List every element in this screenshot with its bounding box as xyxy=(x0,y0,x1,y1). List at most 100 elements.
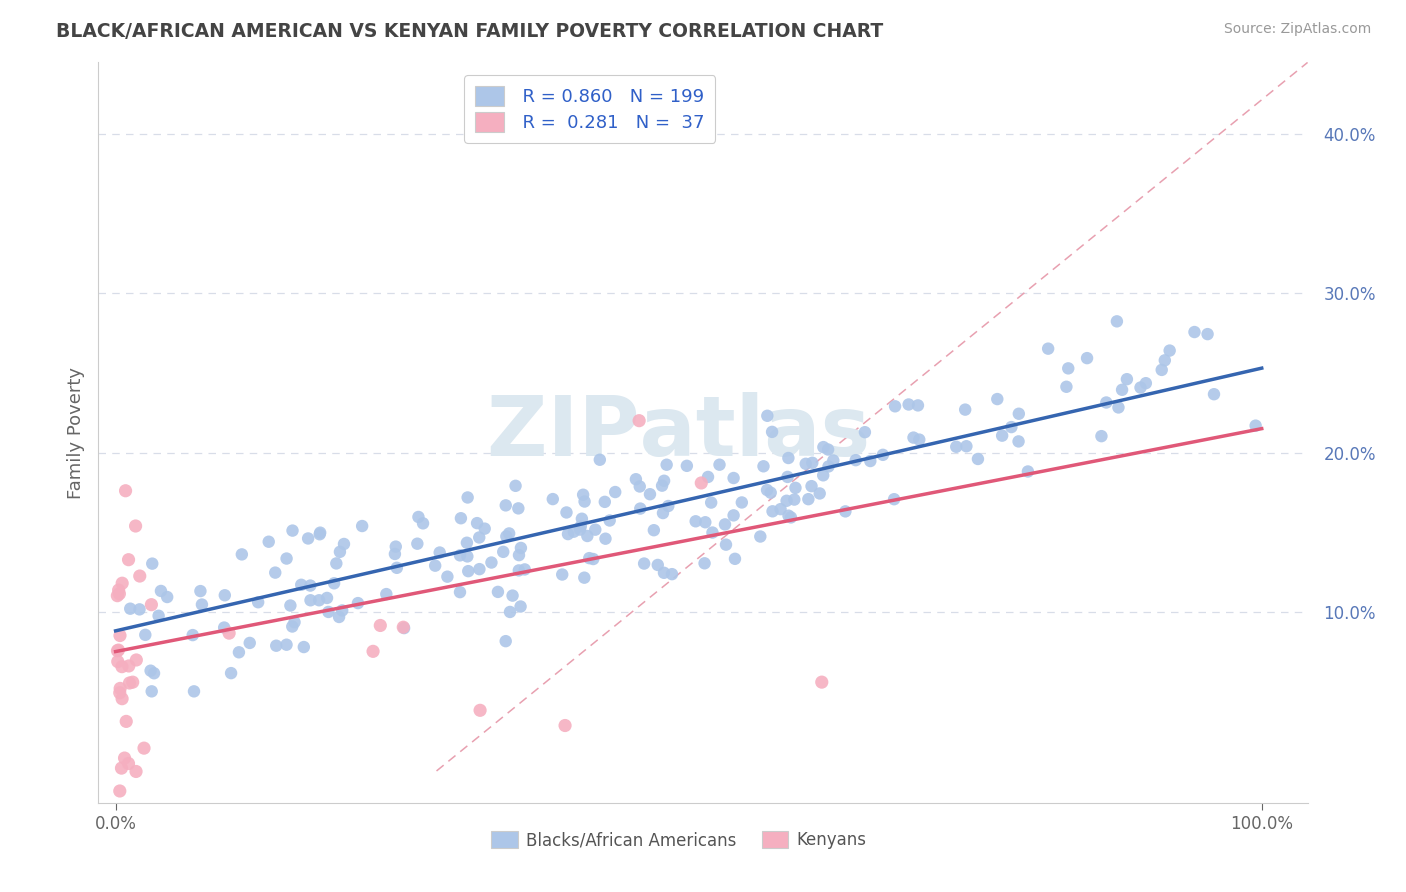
Point xyxy=(808,486,831,500)
Point xyxy=(775,493,797,508)
Point xyxy=(392,620,415,634)
Point xyxy=(884,399,907,413)
Point xyxy=(468,531,491,545)
Point xyxy=(794,457,817,471)
Point xyxy=(811,468,834,483)
Point xyxy=(695,515,717,529)
Point xyxy=(264,639,287,653)
Point xyxy=(495,529,517,543)
Point xyxy=(731,495,754,509)
Point xyxy=(785,481,807,495)
Point xyxy=(752,459,775,474)
Point xyxy=(141,557,163,571)
Point xyxy=(450,511,472,525)
Point xyxy=(148,608,170,623)
Point xyxy=(290,578,312,592)
Point xyxy=(228,645,250,659)
Point xyxy=(117,756,139,771)
Point xyxy=(1107,401,1129,415)
Point xyxy=(576,529,599,543)
Point xyxy=(557,527,579,541)
Point xyxy=(231,548,253,562)
Point xyxy=(780,510,803,524)
Point xyxy=(114,751,136,765)
Point xyxy=(652,566,675,580)
Point xyxy=(141,598,163,612)
Point xyxy=(690,475,713,490)
Point xyxy=(406,537,429,551)
Point xyxy=(749,529,772,543)
Point xyxy=(456,535,478,549)
Point xyxy=(107,644,129,658)
Point xyxy=(132,741,155,756)
Point xyxy=(124,519,146,533)
Point xyxy=(191,598,214,612)
Point xyxy=(384,540,406,554)
Point xyxy=(702,525,724,540)
Point xyxy=(149,584,172,599)
Point xyxy=(652,474,675,488)
Point xyxy=(756,409,779,423)
Text: ZIP​atlas: ZIP​atlas xyxy=(488,392,870,473)
Point xyxy=(541,492,564,507)
Point xyxy=(907,398,929,412)
Point xyxy=(589,452,612,467)
Point xyxy=(776,470,799,484)
Point xyxy=(468,703,491,717)
Point xyxy=(593,495,616,509)
Point xyxy=(143,666,166,681)
Point xyxy=(551,567,574,582)
Point xyxy=(652,506,675,520)
Point xyxy=(817,459,839,474)
Point xyxy=(499,605,522,619)
Point xyxy=(583,523,606,537)
Point xyxy=(797,492,820,507)
Point xyxy=(813,440,835,454)
Point xyxy=(1057,361,1080,376)
Point xyxy=(1159,343,1181,358)
Point xyxy=(1184,325,1206,339)
Point xyxy=(297,532,319,546)
Point xyxy=(468,562,491,576)
Point xyxy=(723,508,745,523)
Point xyxy=(181,628,204,642)
Point xyxy=(651,478,673,492)
Point xyxy=(759,485,782,500)
Point xyxy=(352,519,374,533)
Point xyxy=(347,596,370,610)
Point xyxy=(247,595,270,609)
Point xyxy=(375,587,398,601)
Point xyxy=(328,610,350,624)
Point xyxy=(1129,380,1152,394)
Point xyxy=(368,618,391,632)
Point xyxy=(110,761,132,775)
Point xyxy=(574,494,596,508)
Point xyxy=(495,634,517,648)
Point xyxy=(845,453,868,467)
Point xyxy=(643,523,665,537)
Point xyxy=(508,563,530,577)
Point xyxy=(107,655,129,669)
Point xyxy=(449,585,471,599)
Point xyxy=(456,549,478,564)
Point xyxy=(1111,383,1133,397)
Point xyxy=(108,628,131,642)
Point xyxy=(1017,465,1039,479)
Point xyxy=(661,567,683,582)
Point xyxy=(309,525,332,540)
Point xyxy=(1008,407,1031,421)
Point xyxy=(412,516,434,531)
Point xyxy=(509,599,531,614)
Point xyxy=(697,470,720,484)
Point xyxy=(283,615,305,630)
Point xyxy=(408,510,430,524)
Point xyxy=(633,557,655,571)
Point xyxy=(834,504,856,518)
Point xyxy=(582,552,605,566)
Point xyxy=(134,628,156,642)
Point xyxy=(316,591,339,605)
Point xyxy=(111,691,134,706)
Point xyxy=(257,534,280,549)
Point xyxy=(723,471,745,485)
Point xyxy=(1036,342,1059,356)
